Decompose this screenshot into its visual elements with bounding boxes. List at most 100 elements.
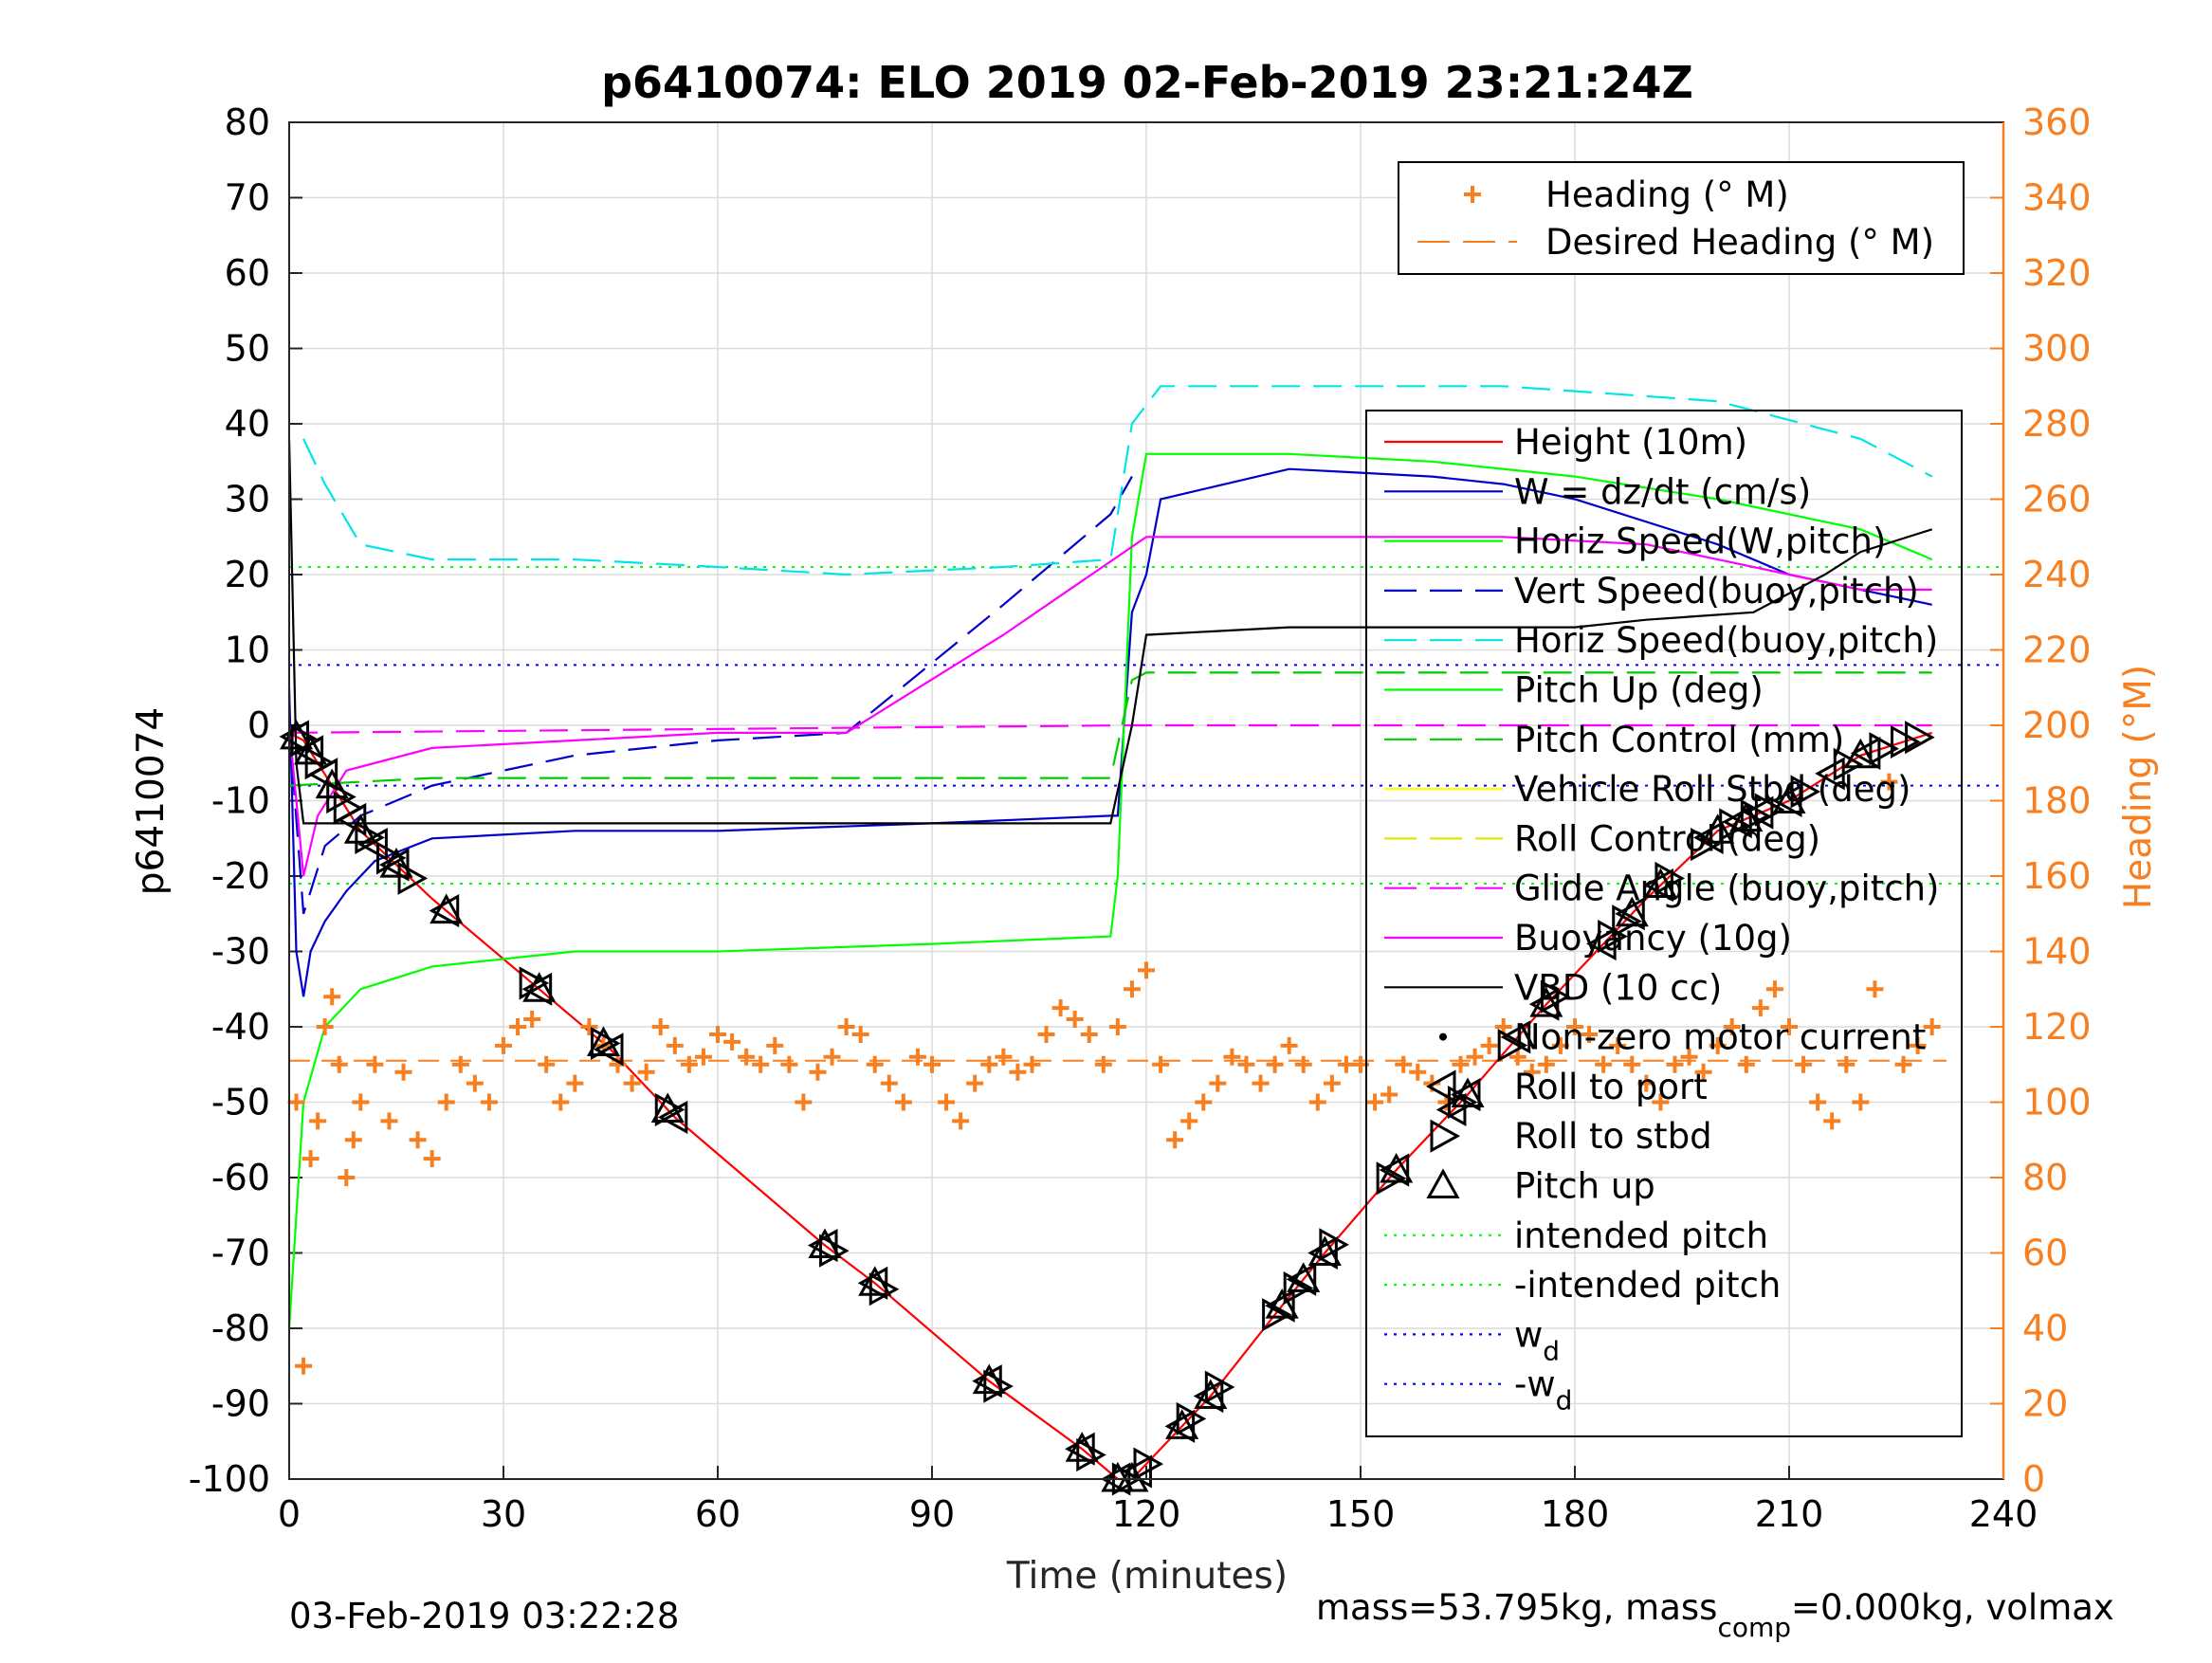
series-line	[287, 452, 1933, 1329]
heading-point	[1837, 1055, 1856, 1073]
roll-stbd-marker	[519, 966, 550, 1000]
heading-point	[1108, 1018, 1126, 1035]
heading-point	[1737, 1055, 1755, 1073]
heading-point	[1581, 1025, 1599, 1043]
y2-tick-label: 80	[2022, 1157, 2068, 1198]
y-tick-label: 80	[225, 101, 270, 143]
pitch-up-marker	[294, 734, 328, 765]
heading-point	[1795, 1055, 1813, 1073]
y-tick-label: -70	[211, 1233, 270, 1274]
footer-mass-sub: comp	[1717, 1612, 1791, 1643]
roll-stbd-marker	[1740, 798, 1771, 832]
roll-port-marker	[1528, 987, 1560, 1021]
roll-port-marker	[1307, 1235, 1338, 1270]
heading-point	[509, 1018, 527, 1035]
y-axis-label: p6410074	[130, 707, 173, 895]
heading-point	[1051, 999, 1069, 1017]
heading-point	[1123, 980, 1141, 998]
heading-point	[780, 1055, 798, 1073]
heading-point	[352, 1093, 370, 1111]
roll-stbd-marker	[1447, 1085, 1478, 1120]
y2-tick-label: 360	[2022, 101, 2092, 143]
heading-point	[323, 988, 341, 1006]
heading-point	[1709, 1036, 1727, 1054]
heading-point	[538, 1055, 556, 1073]
pitch-up-marker	[315, 768, 349, 799]
heading-point	[1894, 1055, 1912, 1073]
roll-stbd-marker	[1204, 1370, 1235, 1404]
heading-point	[1037, 1025, 1055, 1043]
roll-port-marker	[657, 1100, 688, 1134]
heading-point	[295, 1357, 313, 1375]
y-tick-label: 20	[225, 554, 270, 595]
roll-stbd-marker	[1790, 775, 1821, 809]
legend-swatch	[1425, 1069, 1456, 1104]
heading-point	[330, 1055, 348, 1073]
heading-point	[752, 1055, 770, 1073]
roll-port-marker	[1193, 1380, 1224, 1414]
roll-stbd-marker	[290, 723, 321, 758]
roll-stbd-marker	[1905, 721, 1935, 755]
legend-label-sub: d	[1543, 1335, 1560, 1366]
roll-stbd-marker	[326, 779, 356, 814]
legend-label: Vert Speed(buoy,pitch)	[1514, 571, 1919, 612]
y-tick-label: 0	[247, 704, 270, 746]
heading-point	[1666, 1055, 1684, 1073]
heading-point	[1595, 1055, 1613, 1073]
roll-port-marker	[357, 828, 388, 862]
roll-port-marker	[1286, 1262, 1317, 1296]
heading-point	[1680, 1048, 1698, 1066]
chart-title: p6410074: ELO 2019 02-Feb-2019 23:21:24Z	[601, 57, 1693, 108]
roll-stbd-marker	[1833, 747, 1864, 781]
y-tick-label: 70	[225, 177, 270, 219]
heading-point	[1409, 1063, 1427, 1081]
heading-point	[1809, 1093, 1827, 1111]
x-tick-label: 30	[481, 1493, 526, 1535]
heading-point	[1180, 1112, 1198, 1130]
y-tick-label: -80	[211, 1307, 270, 1349]
heading-point	[1480, 1036, 1498, 1054]
roll-stbd-marker	[1262, 1298, 1292, 1332]
roll-port-marker	[1265, 1288, 1295, 1323]
legend-label: Pitch Control (mm)	[1514, 720, 1844, 760]
roll-stbd-marker	[1076, 1438, 1106, 1472]
heading-point	[680, 1055, 698, 1073]
heading-point	[908, 1048, 926, 1066]
heading-point	[1080, 1025, 1098, 1043]
x-tick-label: 210	[1755, 1493, 1824, 1535]
heading-point	[1637, 1074, 1655, 1092]
heading-point	[980, 1055, 998, 1073]
roll-port-marker	[1850, 736, 1881, 770]
y2-tick-label: 160	[2022, 855, 2092, 897]
heading-point	[1466, 1048, 1484, 1066]
roll-stbd-marker	[1598, 920, 1628, 954]
footer-mass: mass=53.795kg, masscomp=0.000kg, volmax	[1316, 1587, 2114, 1643]
heading-point	[995, 1048, 1013, 1066]
roll-port-marker	[429, 894, 460, 928]
roll-port-marker	[378, 848, 410, 882]
heading-point	[1537, 1055, 1555, 1073]
heading-point	[666, 1036, 684, 1054]
heading-point	[880, 1074, 898, 1092]
heading-point	[823, 1048, 841, 1066]
heading-point	[1723, 1018, 1741, 1035]
heading-point	[523, 1011, 541, 1029]
roll-stbd-marker	[983, 1369, 1014, 1403]
y-tick-label: 10	[225, 630, 270, 671]
legend-label: Height (10m)	[1514, 422, 1747, 463]
roll-stbd-marker	[819, 1234, 850, 1268]
roll-stbd-marker	[355, 820, 385, 855]
y2-tick-label: 40	[2022, 1307, 2068, 1349]
heading-point	[366, 1055, 384, 1073]
legend-label: W = dz/dt (cm/s)	[1514, 471, 1811, 512]
heading-point	[637, 1063, 655, 1081]
legend-swatch	[1439, 1033, 1447, 1041]
y2-tick-label: 340	[2022, 177, 2092, 219]
roll-stbd-marker	[1283, 1271, 1314, 1306]
roll-stbd-marker	[1654, 861, 1686, 895]
roll-stbd-marker	[868, 1272, 900, 1307]
y-tick-label: -20	[211, 855, 270, 897]
roll-stbd-marker	[1754, 793, 1785, 827]
roll-stbd-marker	[1133, 1447, 1164, 1481]
